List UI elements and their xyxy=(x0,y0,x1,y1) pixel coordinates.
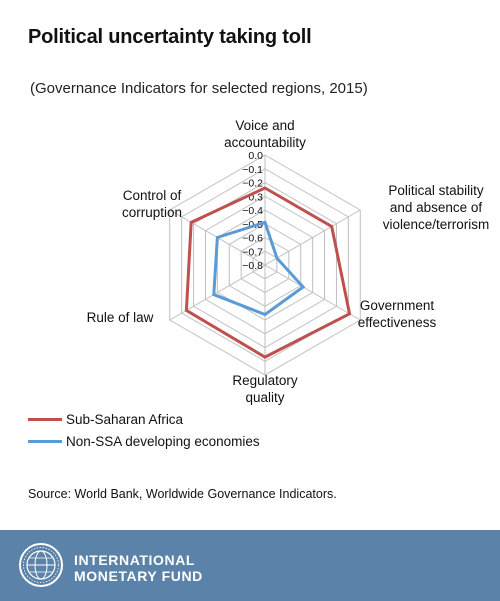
radar-chart: 0.0−0.1−0.2−0.3−0.4−0.5−0.6−0.7−0.8Voice… xyxy=(87,118,490,405)
imf-footer: INTERNATIONAL MONETARY FUND xyxy=(0,530,500,601)
grid-spoke xyxy=(264,264,361,321)
series-line-ssa xyxy=(184,186,352,359)
legend: Sub-Saharan Africa Non-SSA developing ec… xyxy=(28,408,260,452)
grid-spoke xyxy=(264,209,361,266)
imf-line1: INTERNATIONAL xyxy=(74,552,196,568)
imf-seal-icon xyxy=(19,543,63,587)
axis-label: violence/terrorism xyxy=(383,217,490,232)
tick-label: −0.6 xyxy=(242,233,263,245)
legend-label-ssa: Sub-Saharan Africa xyxy=(66,411,184,427)
axis-label: Voice and xyxy=(235,118,294,133)
tick-label: −0.8 xyxy=(242,260,263,272)
imf-line2: MONETARY FUND xyxy=(74,568,203,584)
source-note: Source: World Bank, Worldwide Governance… xyxy=(28,487,337,501)
legend-item-non-ssa: Non-SSA developing economies xyxy=(28,430,260,452)
tick-label: −0.2 xyxy=(242,178,263,190)
axis-label: Rule of law xyxy=(87,310,154,325)
tick-label: −0.4 xyxy=(242,205,263,217)
tick-label: −0.3 xyxy=(242,191,263,203)
chart-subtitle: (Governance Indicators for selected regi… xyxy=(30,80,368,97)
axis-label: corruption xyxy=(122,205,182,220)
axis-label: Regulatory xyxy=(232,373,298,388)
axis-label: Political stability xyxy=(388,183,484,198)
legend-swatch-ssa xyxy=(28,417,62,421)
tick-label: 0.0 xyxy=(248,150,263,162)
tick-label: −0.1 xyxy=(242,164,263,176)
axis-label: Government xyxy=(360,298,435,313)
chart-title: Political uncertainty taking toll xyxy=(28,26,312,48)
imf-wordmark: INTERNATIONAL MONETARY FUND xyxy=(74,552,203,584)
legend-item-ssa: Sub-Saharan Africa xyxy=(28,408,260,430)
series-line-non-ssa xyxy=(212,220,306,317)
legend-swatch-non-ssa xyxy=(28,439,62,443)
axis-label: Control of xyxy=(123,188,182,203)
axis-label: effectiveness xyxy=(358,315,437,330)
axis-label: quality xyxy=(245,390,284,405)
axis-label: accountability xyxy=(224,135,306,150)
tick-label: −0.7 xyxy=(242,246,263,258)
legend-label-non-ssa: Non-SSA developing economies xyxy=(66,433,260,449)
axis-label: and absence of xyxy=(390,200,483,215)
